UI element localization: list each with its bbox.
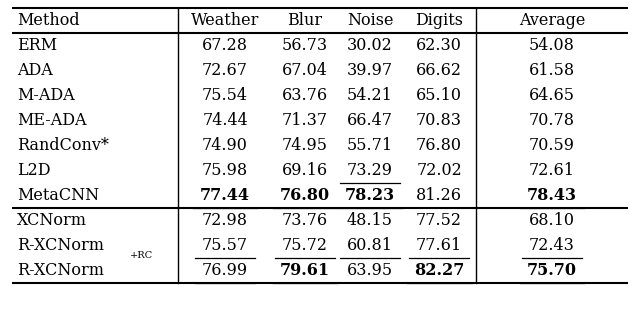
Text: 76.99: 76.99 xyxy=(202,262,248,279)
Text: 72.61: 72.61 xyxy=(529,162,575,179)
Text: 76.80: 76.80 xyxy=(416,137,462,154)
Text: 78.43: 78.43 xyxy=(527,187,577,204)
Text: 66.47: 66.47 xyxy=(347,112,393,129)
Text: Average: Average xyxy=(519,12,585,29)
Text: 54.08: 54.08 xyxy=(529,37,575,54)
Text: 81.26: 81.26 xyxy=(416,187,462,204)
Text: 74.95: 74.95 xyxy=(282,137,328,154)
Text: Weather: Weather xyxy=(191,12,259,29)
Text: 75.98: 75.98 xyxy=(202,162,248,179)
Text: 72.98: 72.98 xyxy=(202,212,248,229)
Text: 66.62: 66.62 xyxy=(416,62,462,79)
Text: 73.29: 73.29 xyxy=(347,162,393,179)
Text: 82.27: 82.27 xyxy=(414,262,464,279)
Text: 68.10: 68.10 xyxy=(529,212,575,229)
Text: 39.97: 39.97 xyxy=(347,62,393,79)
Text: MetaCNN: MetaCNN xyxy=(17,187,99,204)
Text: 72.43: 72.43 xyxy=(529,237,575,254)
Text: 74.90: 74.90 xyxy=(202,137,248,154)
Text: +RC: +RC xyxy=(131,251,154,261)
Text: 72.67: 72.67 xyxy=(202,62,248,79)
Text: R-XCNorm: R-XCNorm xyxy=(17,262,104,279)
Text: 62.30: 62.30 xyxy=(416,37,462,54)
Text: 67.04: 67.04 xyxy=(282,62,328,79)
Text: Method: Method xyxy=(17,12,79,29)
Text: 55.71: 55.71 xyxy=(347,137,393,154)
Text: 65.10: 65.10 xyxy=(416,87,462,104)
Text: 74.44: 74.44 xyxy=(202,112,248,129)
Text: 75.70: 75.70 xyxy=(527,262,577,279)
Text: 72.02: 72.02 xyxy=(416,162,462,179)
Text: 75.57: 75.57 xyxy=(202,237,248,254)
Text: L2D: L2D xyxy=(17,162,51,179)
Text: 70.78: 70.78 xyxy=(529,112,575,129)
Text: Digits: Digits xyxy=(415,12,463,29)
Text: XCNorm: XCNorm xyxy=(17,212,87,229)
Text: R-XCNorm: R-XCNorm xyxy=(17,237,104,254)
Text: 60.81: 60.81 xyxy=(347,237,393,254)
Text: 61.58: 61.58 xyxy=(529,62,575,79)
Text: 69.16: 69.16 xyxy=(282,162,328,179)
Text: 76.80: 76.80 xyxy=(280,187,330,204)
Text: ADA: ADA xyxy=(17,62,52,79)
Text: ME-ADA: ME-ADA xyxy=(17,112,86,129)
Text: 70.83: 70.83 xyxy=(416,112,462,129)
Text: 77.44: 77.44 xyxy=(200,187,250,204)
Text: 64.65: 64.65 xyxy=(529,87,575,104)
Text: 78.23: 78.23 xyxy=(345,187,395,204)
Text: 77.61: 77.61 xyxy=(416,237,462,254)
Text: 71.37: 71.37 xyxy=(282,112,328,129)
Text: 48.15: 48.15 xyxy=(347,212,393,229)
Text: 75.54: 75.54 xyxy=(202,87,248,104)
Text: RandConv*: RandConv* xyxy=(17,137,109,154)
Text: 67.28: 67.28 xyxy=(202,37,248,54)
Text: M-ADA: M-ADA xyxy=(17,87,75,104)
Text: 79.61: 79.61 xyxy=(280,262,330,279)
Text: 63.76: 63.76 xyxy=(282,87,328,104)
Text: 77.52: 77.52 xyxy=(416,212,462,229)
Text: 70.59: 70.59 xyxy=(529,137,575,154)
Text: 73.76: 73.76 xyxy=(282,212,328,229)
Text: ERM: ERM xyxy=(17,37,57,54)
Text: Blur: Blur xyxy=(287,12,323,29)
Text: 63.95: 63.95 xyxy=(347,262,393,279)
Text: 54.21: 54.21 xyxy=(347,87,393,104)
Text: Noise: Noise xyxy=(347,12,393,29)
Text: 75.72: 75.72 xyxy=(282,237,328,254)
Text: 56.73: 56.73 xyxy=(282,37,328,54)
Text: 30.02: 30.02 xyxy=(347,37,393,54)
